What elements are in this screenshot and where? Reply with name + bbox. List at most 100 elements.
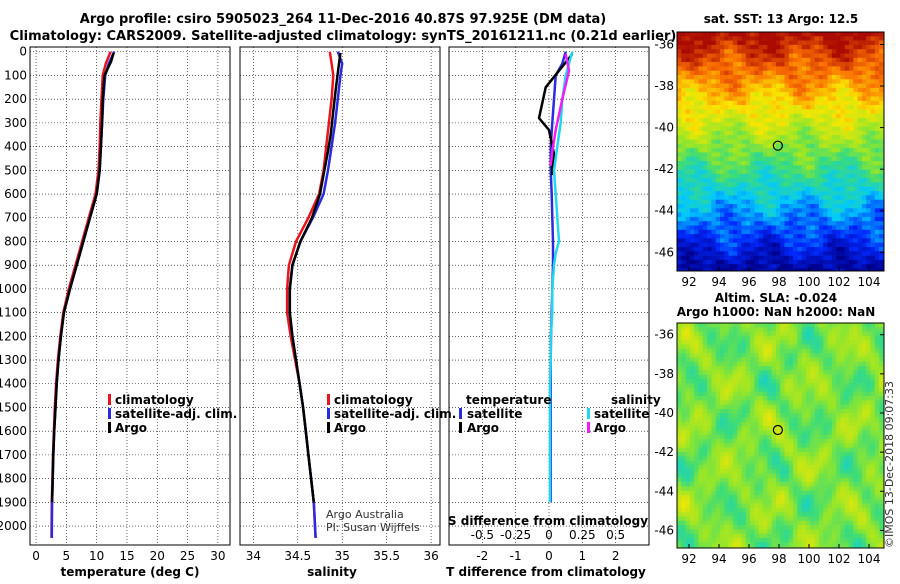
- map-cell: [836, 247, 841, 252]
- map-cell: [707, 435, 712, 440]
- map-cell: [806, 478, 811, 483]
- map-cell: [703, 174, 708, 179]
- map-cell: [759, 504, 764, 509]
- map-cell: [759, 443, 764, 448]
- map-cell: [737, 161, 742, 166]
- map-cell: [724, 75, 729, 80]
- map-cell: [866, 92, 871, 97]
- map-cell: [797, 221, 802, 226]
- map-cell: [789, 75, 794, 80]
- map-cell: [849, 243, 854, 248]
- map-cell: [871, 41, 876, 46]
- map-cell: [694, 195, 699, 200]
- map-cell: [845, 461, 850, 466]
- map-cell: [866, 41, 871, 46]
- map-cell: [746, 118, 751, 123]
- map-cell: [681, 461, 686, 466]
- map-cell: [858, 221, 863, 226]
- map-cell: [845, 221, 850, 226]
- x-tick-label: 36: [423, 549, 438, 563]
- map-cell: [677, 191, 682, 196]
- map-cell: [862, 362, 867, 367]
- map-cell: [716, 32, 721, 37]
- map-cell: [789, 340, 794, 345]
- map-cell: [858, 474, 863, 479]
- map-cell: [875, 118, 880, 123]
- map-cell: [690, 340, 695, 345]
- map-cell: [819, 32, 824, 37]
- map-cell: [703, 353, 708, 358]
- map-cell: [810, 79, 815, 84]
- map-cell: [724, 400, 729, 405]
- depth-tick-label: 1500: [0, 400, 27, 414]
- map-cell: [853, 191, 858, 196]
- map-cell: [716, 243, 721, 248]
- map-cell: [776, 79, 781, 84]
- map-cell: [767, 504, 772, 509]
- map-cell: [772, 478, 777, 483]
- map-cell: [742, 383, 747, 388]
- map-cell: [720, 392, 725, 397]
- map-cell: [724, 45, 729, 50]
- map-cell: [785, 230, 790, 235]
- map-cell: [729, 353, 734, 358]
- map-cell: [703, 32, 708, 37]
- map-cell: [733, 405, 738, 410]
- map-cell: [832, 340, 837, 345]
- map-cell: [789, 97, 794, 102]
- map-cell: [763, 409, 768, 414]
- map-cell: [823, 379, 828, 384]
- map-cell: [802, 435, 807, 440]
- map-cell: [858, 336, 863, 341]
- map-cell: [828, 204, 833, 209]
- map-cell: [810, 251, 815, 256]
- map-cell: [819, 221, 824, 226]
- map-cell: [711, 413, 716, 418]
- map-cell: [836, 323, 841, 328]
- map-cell: [875, 41, 880, 46]
- map-cell: [716, 474, 721, 479]
- map-cell: [785, 165, 790, 170]
- map-cell: [703, 135, 708, 140]
- map-cell: [875, 491, 880, 496]
- map-cell: [840, 79, 845, 84]
- map-cell: [810, 349, 815, 354]
- map-cell: [785, 204, 790, 209]
- map-cell: [866, 413, 871, 418]
- map-cell: [840, 84, 845, 89]
- map-cell: [720, 370, 725, 375]
- map-cell: [750, 323, 755, 328]
- map-cell: [694, 79, 699, 84]
- map-cell: [853, 161, 858, 166]
- map-cell: [866, 101, 871, 106]
- map-cell: [699, 114, 704, 119]
- map-cell: [759, 45, 764, 50]
- map-cell: [767, 238, 772, 243]
- map-cell: [871, 75, 876, 80]
- map-cell: [720, 327, 725, 332]
- map-cell: [797, 469, 802, 474]
- map-cell: [703, 140, 708, 145]
- map-cell: [686, 208, 691, 213]
- map-cell: [862, 323, 867, 328]
- map-cell: [776, 332, 781, 337]
- map-cell: [806, 370, 811, 375]
- map-cell: [724, 405, 729, 410]
- map-cell: [729, 366, 734, 371]
- map-cell: [729, 482, 734, 487]
- map-cell: [828, 217, 833, 222]
- map-cell: [793, 92, 798, 97]
- map-cell: [763, 243, 768, 248]
- map-cell: [871, 465, 876, 470]
- map-cell: [707, 456, 712, 461]
- map-cell: [772, 71, 777, 76]
- map-cell: [767, 461, 772, 466]
- map-cell: [772, 504, 777, 509]
- map-cell: [772, 32, 777, 37]
- map-cell: [716, 362, 721, 367]
- map-cell: [840, 426, 845, 431]
- map-cell: [699, 226, 704, 231]
- map-cell: [776, 238, 781, 243]
- map-cell: [681, 191, 686, 196]
- map-cell: [785, 161, 790, 166]
